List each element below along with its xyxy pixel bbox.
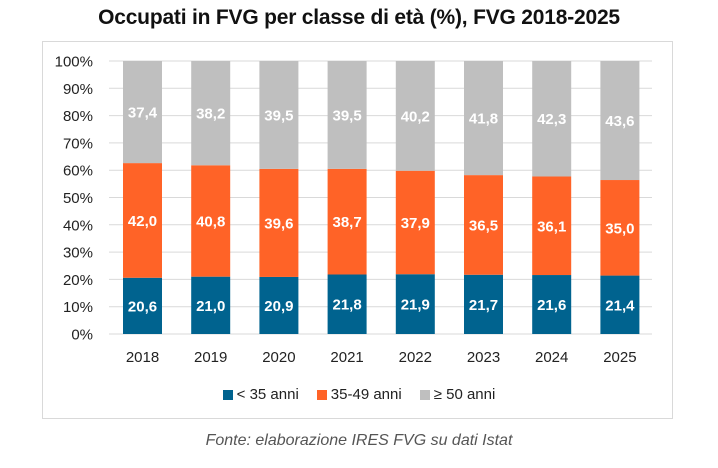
legend-label-50-plus: ≥ 50 anni <box>433 386 496 403</box>
bar-segment <box>464 274 503 334</box>
bar-segment <box>259 168 299 277</box>
x-tick-label: 2023 <box>467 349 500 366</box>
x-tick-label: 2024 <box>535 349 568 366</box>
data-label: 42,3 <box>537 111 566 128</box>
x-tick-label: 2019 <box>194 349 227 366</box>
y-tick-label: 40% <box>63 217 93 234</box>
data-label: 40,8 <box>196 213 225 230</box>
bar-segment <box>123 61 162 164</box>
bar-segment <box>123 277 162 334</box>
data-label: 21,6 <box>537 297 566 314</box>
legend-swatch-under-35 <box>222 389 233 400</box>
chart-frame <box>42 41 673 419</box>
data-label: 39,5 <box>332 107 361 124</box>
legend: < 35 anni 35-49 anni ≥ 50 anni <box>0 386 718 403</box>
bar-segment <box>395 274 435 334</box>
bar-segment <box>191 276 231 334</box>
y-tick-label: 0% <box>71 327 93 344</box>
legend-swatch-35-49 <box>316 389 327 400</box>
data-label: 20,6 <box>128 298 157 315</box>
source-note: Fonte: elaborazione IRES FVG su dati Ist… <box>205 432 513 449</box>
data-label: 43,6 <box>605 113 634 130</box>
x-tick-label: 2021 <box>330 349 363 366</box>
x-tick-label: 2025 <box>603 349 636 366</box>
data-label: 37,9 <box>401 215 430 232</box>
x-tick-label: 2022 <box>399 349 432 366</box>
bar-segment <box>600 180 640 276</box>
bar-segment <box>600 275 640 334</box>
legend-label-35-49: 35-49 anni <box>330 386 402 403</box>
bar-segment <box>464 61 503 176</box>
y-tick-label: 90% <box>63 81 93 98</box>
bar-segment <box>532 275 572 334</box>
x-tick-label: 2018 <box>126 349 159 366</box>
data-label: 20,9 <box>264 298 293 315</box>
y-tick-label: 20% <box>63 272 93 289</box>
y-tick-label: 10% <box>63 299 93 316</box>
data-label: 42,0 <box>128 213 157 230</box>
bar-segment <box>327 274 367 334</box>
data-label: 39,5 <box>264 107 293 124</box>
data-label: 37,4 <box>128 105 158 122</box>
data-label: 36,5 <box>469 217 498 234</box>
legend-item-under-35: < 35 anni <box>222 386 299 403</box>
bar-segment <box>532 61 572 177</box>
data-label: 21,7 <box>469 297 498 314</box>
data-label: 21,9 <box>401 297 430 314</box>
bar-segment <box>395 61 435 171</box>
data-label: 36,1 <box>537 218 566 235</box>
legend-item-35-49: 35-49 anni <box>316 386 402 403</box>
bar-segment <box>191 61 231 166</box>
legend-swatch-50-plus <box>419 389 430 400</box>
bar-segment <box>395 170 435 275</box>
bar-segment <box>259 61 299 169</box>
bar-segment <box>327 61 367 169</box>
y-tick-label: 80% <box>63 108 93 125</box>
data-label: 38,2 <box>196 106 225 123</box>
data-label: 40,2 <box>401 108 430 125</box>
y-tick-label: 30% <box>63 245 93 262</box>
bar-segment <box>123 163 162 278</box>
bar-segment <box>327 168 367 275</box>
data-label: 38,7 <box>332 214 361 231</box>
y-tick-label: 60% <box>63 163 93 180</box>
data-label: 35,0 <box>605 220 634 237</box>
data-label: 21,8 <box>332 297 361 314</box>
y-tick-label: 50% <box>63 190 93 207</box>
x-tick-label: 2020 <box>262 349 295 366</box>
bar-segment <box>191 165 231 277</box>
bar-segment <box>464 175 503 275</box>
data-label: 39,6 <box>264 215 293 232</box>
data-label: 21,4 <box>605 297 635 314</box>
legend-item-50-plus: ≥ 50 anni <box>419 386 496 403</box>
bar-segment <box>600 61 640 181</box>
data-label: 21,0 <box>196 298 225 315</box>
data-label: 41,8 <box>469 111 498 128</box>
chart-title: Occupati in FVG per classe di età (%), F… <box>98 6 620 29</box>
legend-label-under-35: < 35 anni <box>236 386 299 403</box>
bar-segment <box>532 176 572 276</box>
y-tick-label: 100% <box>55 54 93 71</box>
bar-segment <box>259 276 299 334</box>
y-tick-label: 70% <box>63 135 93 152</box>
